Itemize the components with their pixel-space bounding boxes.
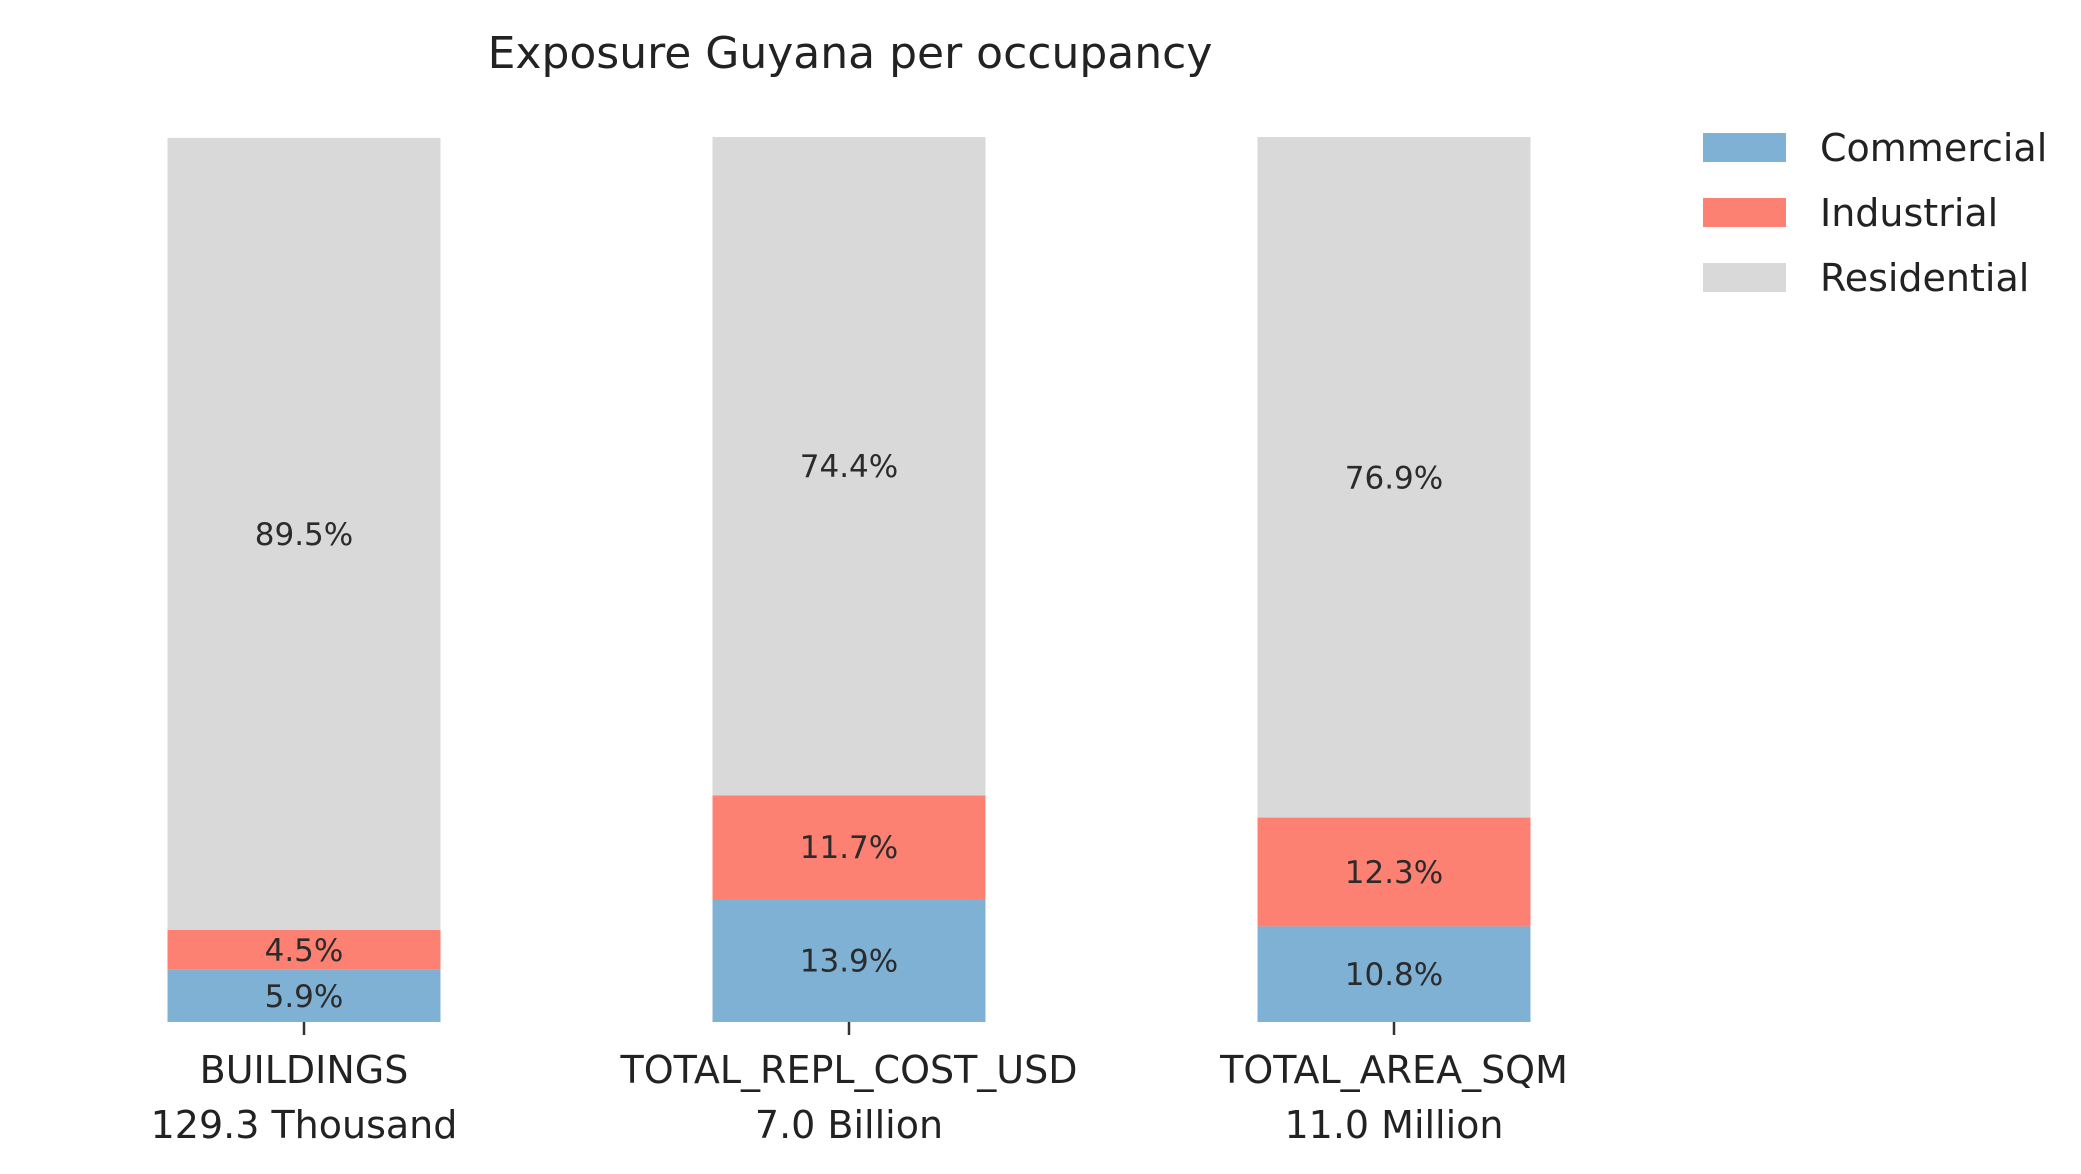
bar-segment-commercial-total_repl_cost_usd: [712, 898, 986, 1022]
legend-label-industrial: Industrial: [1820, 191, 1998, 235]
x-tick-total-label: 129.3 Thousand: [151, 1103, 458, 1147]
bar-segment-industrial-total_repl_cost_usd: [712, 795, 986, 899]
legend-swatch-commercial: [1703, 133, 1786, 162]
x-tick-label: TOTAL_AREA_SQM: [1219, 1048, 1568, 1092]
x-axis: BUILDINGS 129.3 Thousand TOTAL_REPL_COST_U…: [151, 1022, 1568, 1147]
bar-segment-residential-total_area_sqm: [1257, 137, 1531, 818]
x-tick-label: BUILDINGS: [200, 1048, 409, 1092]
data-label-residential-total_repl_cost_usd: 74.4%: [800, 449, 898, 485]
data-label-commercial-total_area_sqm: 10.8%: [1345, 957, 1443, 993]
data-label-industrial-buildings: 4.5%: [265, 933, 344, 969]
x-tick-total-label: 11.0 Million: [1284, 1103, 1503, 1147]
legend-swatch-residential: [1703, 263, 1786, 292]
legend-label-residential: Residential: [1820, 256, 2029, 300]
bar-segment-industrial-buildings: [167, 929, 441, 970]
data-label-residential-total_area_sqm: 76.9%: [1345, 460, 1443, 496]
bar-segment-commercial-total_area_sqm: [1257, 926, 1531, 1022]
data-label-industrial-total_area_sqm: 12.3%: [1345, 855, 1443, 891]
data-label-commercial-buildings: 5.9%: [265, 979, 344, 1015]
bar-segment-industrial-total_area_sqm: [1257, 817, 1531, 927]
legend: Commercial Industrial Residential: [1703, 126, 2047, 300]
bar-segment-residential-total_repl_cost_usd: [712, 137, 986, 796]
bars-layer: 5.9% 4.5% 89.5% 13.9% 11.7% 74.4% 10.8% 12.3% 76…: [167, 137, 1531, 1022]
x-tick-total-label: 7.0 Billion: [755, 1103, 943, 1147]
chart-title: Exposure Guyana per occupancy: [488, 28, 1213, 79]
x-tick-label: TOTAL_REPL_COST_USD: [619, 1048, 1077, 1092]
bar-segment-residential-buildings: [167, 137, 441, 930]
data-label-commercial-total_repl_cost_usd: 13.9%: [800, 943, 898, 979]
bar-segment-commercial-buildings: [167, 969, 441, 1022]
data-label-industrial-total_repl_cost_usd: 11.7%: [800, 830, 898, 866]
data-label-residential-buildings: 89.5%: [255, 517, 353, 553]
legend-swatch-industrial: [1703, 198, 1786, 227]
legend-label-commercial: Commercial: [1820, 126, 2047, 170]
